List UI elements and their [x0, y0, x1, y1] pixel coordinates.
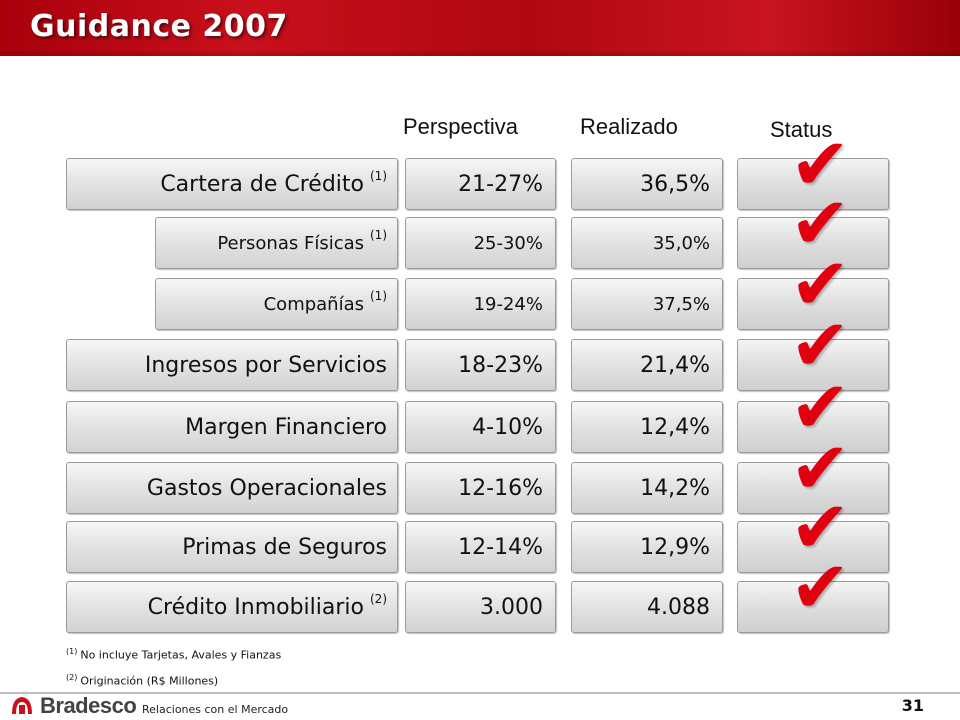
status-check-icon: ✔ — [790, 545, 851, 629]
row-footnote-ref: (2) — [370, 592, 387, 606]
row-label: Primas de Seguros — [66, 521, 398, 573]
header-perspectiva: Perspectiva — [403, 114, 518, 139]
row-label-text: Ingresos por Servicios — [144, 352, 387, 378]
row-footnote-ref: (1) — [370, 228, 387, 242]
row-footnote-ref: (1) — [370, 169, 387, 183]
footnote-2: (2) Originación (R$ Millones) — [66, 673, 218, 688]
realizado-value: 4.088 — [571, 581, 723, 633]
status-cell — [737, 581, 889, 633]
row-label-text: Compañías — [263, 293, 364, 315]
perspectiva-value: 3.000 — [405, 581, 556, 633]
status-check-icon: ✔ — [790, 122, 851, 206]
perspectiva-value: 12-16% — [405, 462, 556, 514]
footnote-text: Originación (R$ Millones) — [80, 674, 219, 688]
bradesco-logo-icon — [12, 697, 32, 714]
status-cell — [737, 278, 889, 330]
realizado-value: 37,5% — [571, 278, 723, 330]
row-label: Cartera de Crédito (1) — [66, 158, 398, 210]
realizado-value: 12,4% — [571, 401, 723, 453]
status-check-icon: ✔ — [790, 181, 851, 265]
realizado-value: 35,0% — [571, 217, 723, 269]
status-check-icon: ✔ — [790, 485, 851, 569]
footnote-1: (1) No incluye Tarjetas, Avales y Fianzas — [66, 647, 281, 662]
row-label-text: Cartera de Crédito — [160, 171, 364, 197]
header-status: Status — [770, 117, 833, 142]
row-label: Crédito Inmobiliario (2) — [66, 581, 398, 633]
footnote-ref: (1) — [66, 647, 78, 656]
status-cell — [737, 462, 889, 514]
row-label-text: Margen Financiero — [185, 414, 387, 440]
status-check-icon: ✔ — [790, 242, 851, 326]
row-label-text: Primas de Seguros — [182, 534, 387, 560]
page-number: 31 — [901, 696, 924, 715]
perspectiva-value: 12-14% — [405, 521, 556, 573]
status-cell — [737, 401, 889, 453]
status-cell — [737, 521, 889, 573]
row-footnote-ref: (1) — [370, 289, 387, 303]
footnote-ref: (2) — [66, 673, 78, 682]
status-cell — [737, 158, 889, 210]
row-label: Personas Físicas (1) — [155, 217, 398, 269]
perspectiva-value: 19-24% — [405, 278, 556, 330]
status-check-icon: ✔ — [790, 303, 851, 387]
status-check-icon: ✔ — [790, 426, 851, 510]
perspectiva-value: 25-30% — [405, 217, 556, 269]
footer-subtitle: Relaciones con el Mercado — [142, 703, 289, 716]
footer-divider — [0, 692, 960, 694]
realizado-value: 12,9% — [571, 521, 723, 573]
perspectiva-value: 18-23% — [405, 339, 556, 391]
row-label: Margen Financiero — [66, 401, 398, 453]
footer-brand: Bradesco — [40, 693, 137, 718]
realizado-value: 36,5% — [571, 158, 723, 210]
realizado-value: 21,4% — [571, 339, 723, 391]
perspectiva-value: 4-10% — [405, 401, 556, 453]
row-label: Compañías (1) — [155, 278, 398, 330]
header-realizado: Realizado — [580, 114, 678, 139]
perspectiva-value: 21-27% — [405, 158, 556, 210]
row-label-text: Gastos Operacionales — [146, 475, 387, 501]
status-cell — [737, 339, 889, 391]
realizado-value: 14,2% — [571, 462, 723, 514]
footnote-text: No incluye Tarjetas, Avales y Fianzas — [80, 648, 282, 662]
row-label-text: Crédito Inmobiliario — [147, 594, 364, 620]
page-title: Guidance 2007 — [30, 9, 288, 44]
status-cell — [737, 217, 889, 269]
row-label: Gastos Operacionales — [66, 462, 398, 514]
status-check-icon: ✔ — [790, 365, 851, 449]
row-label: Ingresos por Servicios — [66, 339, 398, 391]
title-banner: Guidance 2007 — [0, 0, 960, 56]
row-label-text: Personas Físicas — [217, 232, 364, 254]
